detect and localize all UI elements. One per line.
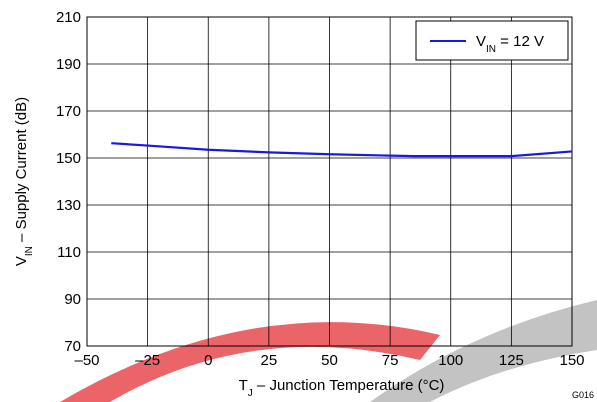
x-axis-title: TJ – Junction Temperature (°C) — [239, 377, 445, 399]
watermark — [60, 300, 597, 402]
x-tick-labels: –50 –25 0 25 50 75 100 125 150 — [74, 352, 584, 369]
y-axis-title: VIN – Supply Current (dB) — [13, 97, 35, 266]
x-tick-label: 100 — [438, 352, 463, 369]
x-tick-label: 50 — [321, 352, 338, 369]
y-tick-labels: 70 90 110 130 150 170 190 210 — [56, 9, 81, 355]
y-tick-label: 90 — [64, 291, 81, 308]
grid — [86, 16, 573, 347]
y-tick-label: 170 — [56, 103, 81, 120]
y-tick-label: 190 — [56, 56, 81, 73]
x-tick-label: 25 — [261, 352, 278, 369]
legend-label: VIN = 12 V — [476, 33, 544, 55]
series-line — [111, 142, 573, 158]
y-tick-label: 70 — [64, 338, 81, 355]
x-tick-label: 150 — [559, 352, 584, 369]
legend: VIN = 12 V — [415, 20, 569, 61]
x-tick-label: –25 — [135, 352, 160, 369]
y-tick-label: 130 — [56, 197, 81, 214]
plot-frame — [86, 16, 573, 347]
series-group — [111, 142, 573, 158]
x-tick-label: 0 — [204, 352, 212, 369]
y-tick-label: 110 — [57, 244, 81, 261]
y-tick-label: 150 — [56, 150, 81, 167]
y-tick-label: 210 — [56, 9, 81, 26]
x-tick-label: –50 — [74, 352, 99, 369]
x-tick-label: 125 — [499, 352, 524, 369]
figure-id: G016 — [572, 390, 594, 400]
x-tick-label: 75 — [382, 352, 399, 369]
